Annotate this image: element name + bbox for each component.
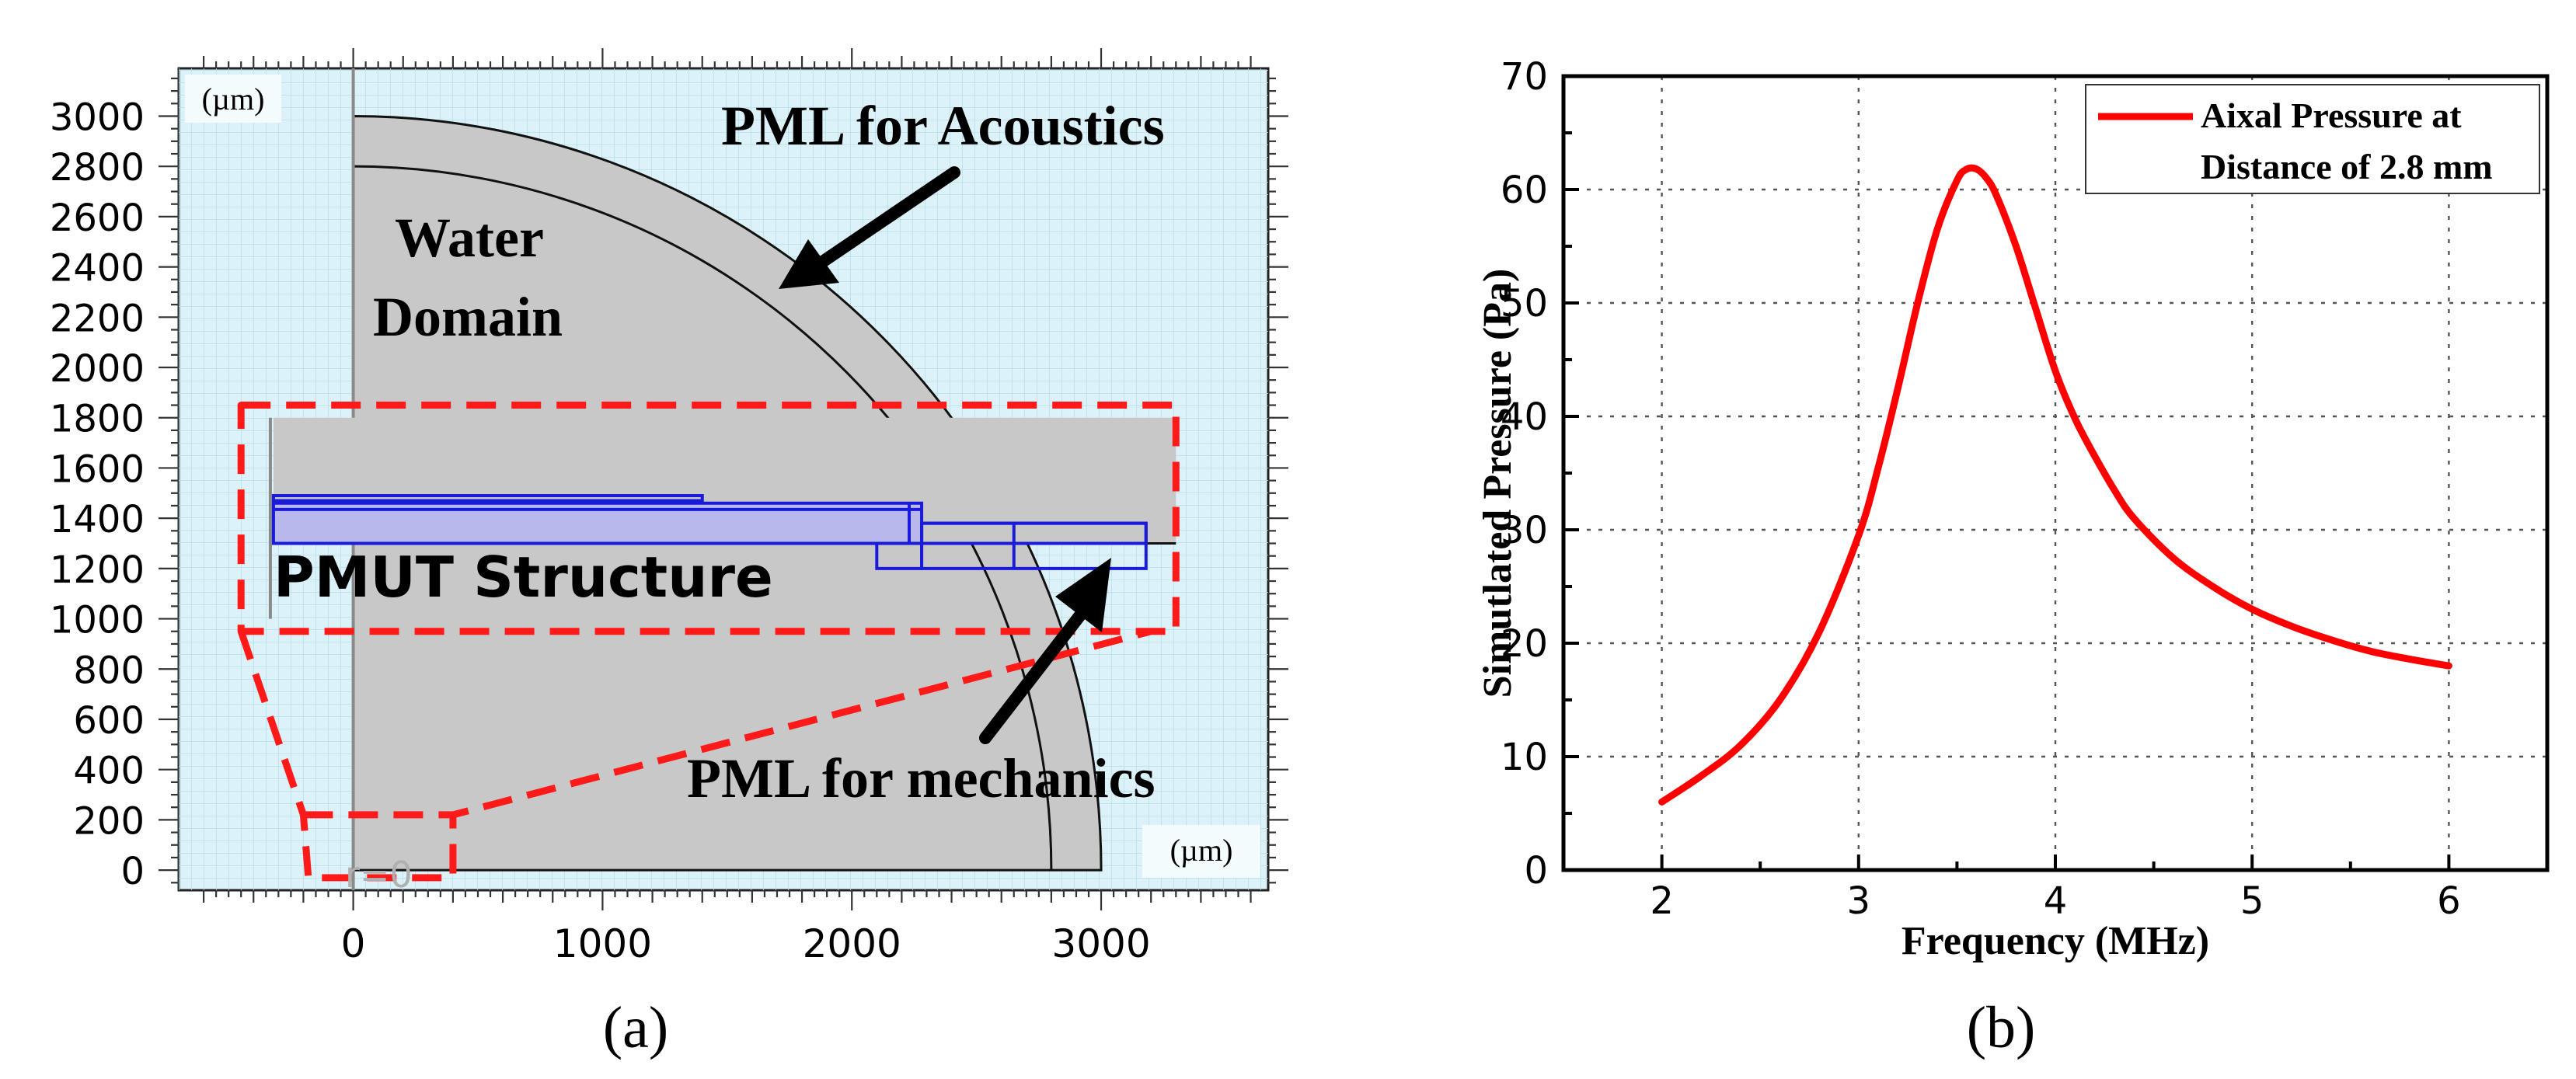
x-axis-label: Frequency (MHz) <box>1901 919 2209 963</box>
caption-b: (b) <box>1967 995 2036 1060</box>
label-pml-mechanics: PML for mechanics <box>687 747 1156 809</box>
y-tick-label: 1800 <box>50 398 145 441</box>
y-tick-label: 3000 <box>50 96 145 139</box>
y-tick-label: 1600 <box>50 447 145 491</box>
x-tick-label: 2000 <box>803 921 901 966</box>
x-tick-label: 1000 <box>553 921 652 966</box>
x-tick-label: 3000 <box>1051 921 1150 966</box>
y-tick-label: 0 <box>120 850 145 893</box>
y-tick-label: 10 <box>1501 736 1548 779</box>
y-tick-label: 1000 <box>50 599 145 642</box>
geometry-tick-marks <box>159 48 1288 910</box>
y-tick-label: 0 <box>1524 849 1548 893</box>
y-tick-label: 2200 <box>50 297 145 340</box>
y-tick-label: 2600 <box>50 197 145 240</box>
x-tick-label: 0 <box>341 921 366 966</box>
arrow-pml-mechanics-head <box>1055 558 1111 632</box>
label-domain: Domain <box>373 286 563 348</box>
legend-box <box>2085 84 2540 194</box>
legend-label-line2: Distance of 2.8 mm <box>2201 147 2493 186</box>
arrow-pml-acoustics <box>817 166 960 267</box>
x-tick-label: 5 <box>2240 879 2264 923</box>
panel-a-geometry: 0 200 400 600 800 1000 1200 1400 1600 1800 2000 220… <box>50 48 1288 966</box>
y-tick-label: 800 <box>73 649 145 692</box>
y-tick-label: 40 <box>1501 395 1548 439</box>
chart-ticks <box>1562 75 2549 872</box>
y-tick-label: 60 <box>1501 169 1548 212</box>
y-tick-label: 30 <box>1501 509 1548 552</box>
y-tick-label: 2800 <box>50 146 145 190</box>
x-tick-label: 3 <box>1847 879 1871 923</box>
y-axis-label: Simutlated Pressure (Pa) <box>1476 269 1520 698</box>
unit-label-top-box <box>185 75 281 123</box>
highlight-zoom-lines <box>237 628 1152 882</box>
label-water: Water <box>395 207 544 269</box>
arrow-pml-mechanics <box>979 609 1086 744</box>
y-tick-label: 400 <box>73 750 145 793</box>
y-tick-label: 2000 <box>50 347 145 391</box>
y-tick-label: 600 <box>73 699 145 743</box>
unit-label-right: (µm) <box>1170 833 1233 868</box>
x-tick-label: 4 <box>2044 879 2068 923</box>
y-tick-label: 1400 <box>50 498 145 541</box>
geometry-axis-labels: 0 200 400 600 800 1000 1200 1400 1600 1800 2000 220… <box>50 96 1151 966</box>
legend-label-line1: Aixal Pressure at <box>2201 96 2462 135</box>
y-tick-label: 200 <box>73 799 145 843</box>
x-tick-label: 6 <box>2437 879 2461 923</box>
y-tick-label: 50 <box>1501 282 1548 325</box>
y-tick-label: 70 <box>1501 55 1548 99</box>
y-tick-label: 1200 <box>50 548 145 592</box>
chart-gridlines <box>1563 76 2547 870</box>
unit-label-top: (µm) <box>202 82 265 117</box>
y-tick-label: 2400 <box>50 247 145 291</box>
label-pml-acoustics: PML for Acoustics <box>721 95 1165 157</box>
pmut-layer <box>920 521 1148 545</box>
x-tick-label: 2 <box>1650 879 1674 923</box>
arrow-pml-acoustics-head <box>779 239 839 289</box>
y-tick-label: 20 <box>1501 622 1548 666</box>
highlight-pmut-box <box>237 402 1180 635</box>
r0-label: r=0 <box>345 854 413 896</box>
caption-a: (a) <box>603 995 668 1060</box>
label-pmut-structure: PMUT Structure <box>274 545 773 610</box>
geometry-shapes <box>237 68 1180 890</box>
series-line-axial-pressure <box>1658 164 2452 806</box>
pmut-layer <box>271 494 704 503</box>
domain-inner-arc <box>353 165 1053 871</box>
unit-label-right-box <box>1142 825 1260 878</box>
